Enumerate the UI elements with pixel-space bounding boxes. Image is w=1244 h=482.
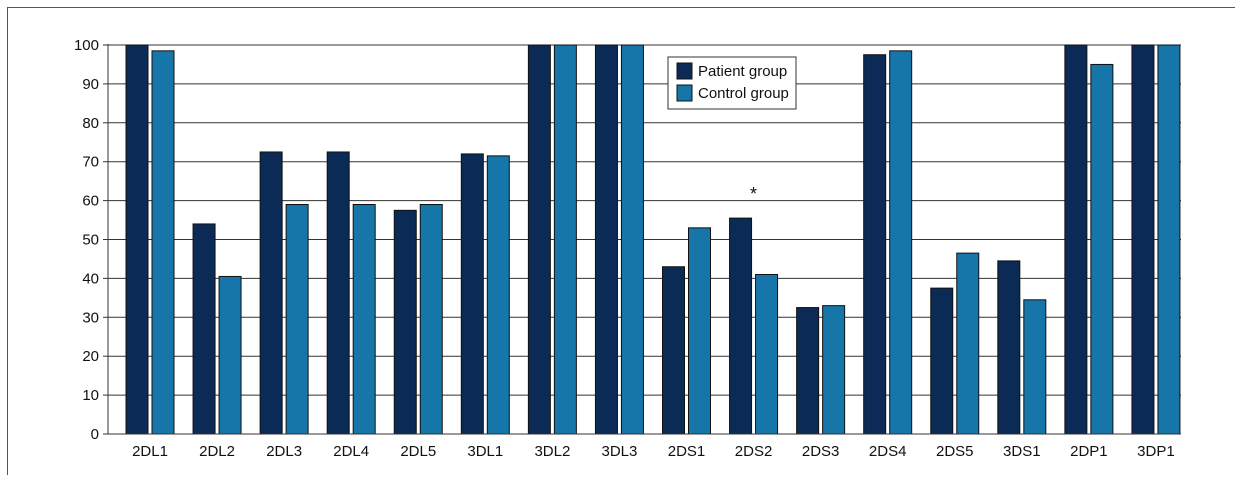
significance-marker: *: [750, 184, 757, 204]
y-tick-label: 40: [82, 270, 99, 287]
x-tick-label: 3DL2: [534, 443, 570, 460]
legend-label: Control group: [698, 85, 789, 102]
bar-2DL3-control: [285, 203, 309, 435]
bar-3DP1-control: [1157, 44, 1181, 435]
x-tick-labels: 2DL1 2DL2 2DL3 2DL4 2DL5 3DL1 3DL2 3DL3 2DS1 2DS2…: [132, 443, 1175, 460]
y-tick-labels: 0 10 20 30 40 50 60 70 80 90 100: [74, 37, 99, 443]
bar-3DL2-patient: [527, 44, 551, 435]
y-tick-label: 50: [82, 232, 99, 249]
bar-2DL3-patient: [259, 151, 283, 435]
x-tick-label: 2DS5: [936, 443, 974, 460]
bar-3DP1-patient: [1131, 44, 1155, 435]
bar-2DS1-control: [688, 227, 711, 435]
bar-2DL4-patient: [326, 151, 350, 435]
x-tick-label: 3DS1: [1003, 443, 1041, 460]
bar-3DL1-control: [486, 155, 510, 435]
bar-2DS2-control: [755, 274, 779, 435]
y-tick-label: 60: [82, 193, 99, 210]
bar-2DS2-patient: [729, 217, 753, 435]
x-tick-label: 3DP1: [1137, 443, 1175, 460]
bar-2DL4-control: [352, 203, 376, 435]
bar-2DL2-patient: [192, 223, 216, 435]
y-tick-label: 80: [82, 115, 99, 132]
bar-2DS4-patient: [863, 54, 887, 435]
x-tick-label: 3DL1: [467, 443, 503, 460]
bar-2DS3-patient: [796, 307, 820, 435]
chart-frame: [7, 7, 1235, 475]
x-tick-label: 3DL3: [602, 443, 638, 460]
x-tick-label: 2DL5: [400, 443, 436, 460]
bar-2DL1-patient: [125, 44, 149, 435]
y-tick-label: 20: [82, 348, 99, 365]
legend-swatch: [676, 84, 693, 102]
bar-2DS3-control: [822, 305, 846, 435]
y-tick-label: 0: [91, 426, 99, 443]
x-tick-label: 2DL3: [266, 443, 302, 460]
bars: [125, 44, 1181, 435]
bar-3DL3-control: [620, 44, 644, 435]
legend-swatch: [676, 62, 693, 80]
y-tick-label: 100: [74, 37, 99, 54]
legend-label: Patient group: [698, 63, 787, 80]
annotations: *: [750, 184, 757, 204]
y-tick-label: 30: [82, 309, 99, 326]
bar-2DP1-control: [1090, 63, 1114, 435]
x-tick-label: 2DS2: [735, 443, 773, 460]
y-tick-label: 10: [82, 387, 99, 404]
x-tick-label: 2DP1: [1070, 443, 1108, 460]
bar-2DL5-patient: [393, 209, 417, 435]
bar-3DS1-control: [1023, 299, 1047, 435]
y-tick-label: 70: [82, 154, 99, 171]
x-tick-label: 2DL2: [199, 443, 235, 460]
bar-3DS1-patient: [997, 260, 1021, 435]
legend: Patient group Control group: [667, 56, 797, 110]
x-tick-label: 2DL1: [132, 443, 168, 460]
x-tick-label: 2DL4: [333, 443, 369, 460]
x-tick-label: 2DS3: [802, 443, 840, 460]
bar-3DL3-patient: [594, 44, 618, 435]
y-tick-label: 90: [82, 76, 99, 93]
bar-3DL1-patient: [460, 153, 484, 435]
bar-3DL2-control: [553, 44, 577, 435]
bar-2DS4-control: [889, 50, 913, 435]
x-tick-label: 2DS4: [869, 443, 907, 460]
bar-2DP1-patient: [1064, 44, 1088, 435]
bar-2DL2-control: [218, 275, 242, 435]
axes: [103, 44, 1181, 435]
bar-2DS1-patient: [662, 266, 685, 435]
bar-2DS5-patient: [930, 287, 954, 435]
bar-2DL5-control: [419, 203, 443, 435]
bar-2DL1-control: [151, 50, 175, 435]
x-tick-label: 2DS1: [668, 443, 706, 460]
bar-2DS5-control: [956, 252, 980, 435]
